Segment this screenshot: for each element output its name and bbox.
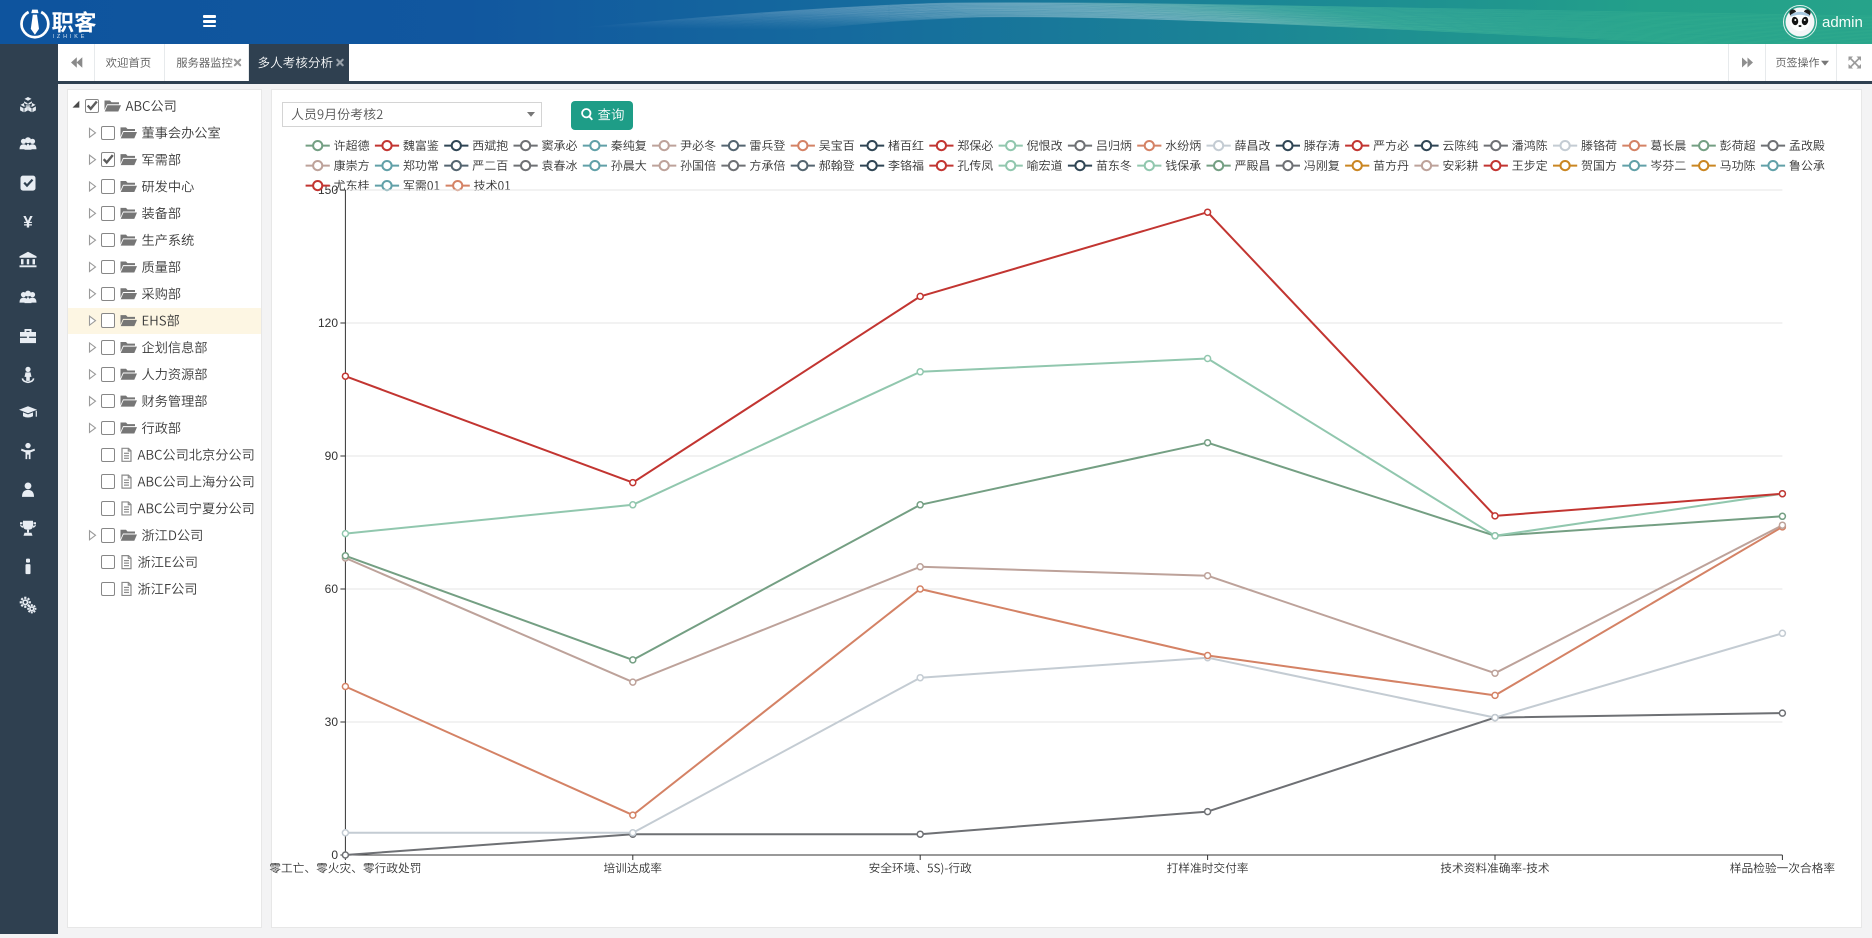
svg-text:¥: ¥ [23, 213, 33, 232]
